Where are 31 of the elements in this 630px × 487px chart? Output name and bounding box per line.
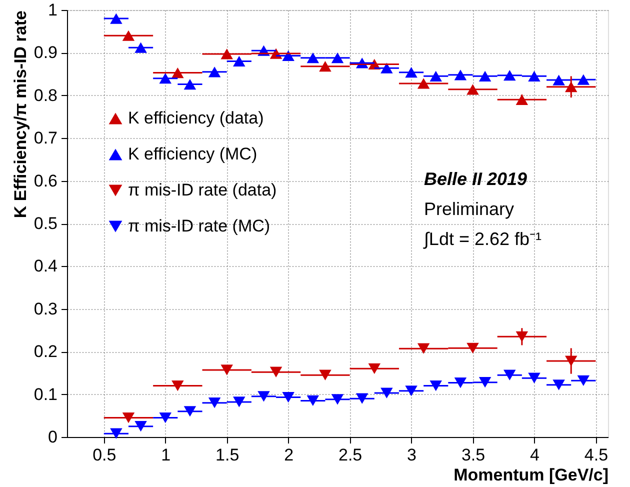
x-tick-label: 3	[407, 446, 417, 464]
x-tick-label: 0.5	[92, 446, 116, 464]
y-tick-label: 0.7	[34, 128, 58, 148]
x-tick-label: 1.5	[216, 446, 240, 464]
annotation: Preliminary	[424, 199, 514, 219]
annotation: ∫Ldt = 2.62 fb⁻¹	[423, 229, 542, 249]
point	[220, 48, 233, 60]
y-tick-label: 1	[48, 0, 58, 20]
legend-label: K efficiency (data)	[128, 108, 264, 128]
y-tick-label: 0.9	[34, 43, 58, 62]
y-tick-label: 0.5	[34, 214, 58, 233]
y-tick-label: 0.2	[34, 342, 58, 362]
annotation: Belle II 2019	[424, 169, 528, 189]
x-tick-label: 4.5	[584, 446, 608, 464]
y-tick-label: 0.6	[34, 171, 58, 190]
y-axis-title: K Efficiency/π mis-ID rate	[10, 10, 30, 218]
x-tick-label: 2.5	[338, 446, 362, 464]
x-tick-label: 1	[161, 446, 171, 464]
x-axis-title: Momentum [GeV/c]	[454, 466, 608, 484]
y-tick-label: 0.1	[34, 384, 58, 404]
legend-label: K efficiency (MC)	[128, 144, 258, 164]
x-tick-label: 2	[284, 446, 294, 464]
y-tick-label: 0.3	[34, 299, 58, 318]
y-tick-label: 0	[48, 428, 58, 446]
y-tick-label: 0.4	[34, 256, 58, 276]
legend-label: π mis-ID rate (MC)	[128, 216, 270, 236]
point	[380, 388, 393, 398]
y-tick-label: 0.8	[34, 86, 58, 105]
legend-label: π mis-ID rate (data)	[128, 180, 277, 200]
x-tick-label: 3.5	[461, 446, 486, 464]
x-tick-label: 4	[530, 446, 540, 464]
